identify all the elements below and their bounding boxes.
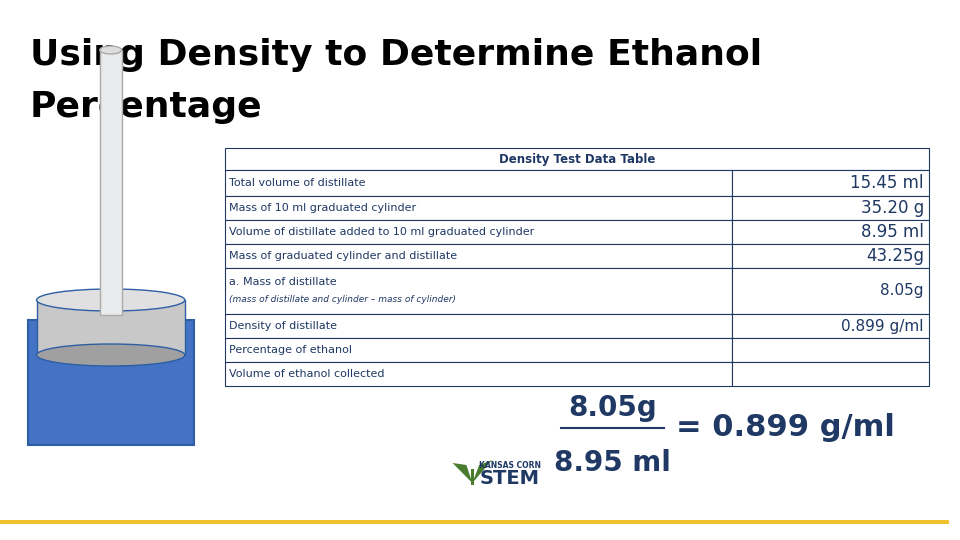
Bar <box>226 220 732 244</box>
Text: 15.45 ml: 15.45 ml <box>851 174 924 192</box>
Polygon shape <box>472 460 492 483</box>
Text: 8.05g: 8.05g <box>880 284 924 299</box>
Bar <box>226 268 732 314</box>
Text: (mass of distillate and cylinder – mass of cylinder): (mass of distillate and cylinder – mass … <box>229 295 456 304</box>
Bar <box>0 520 948 540</box>
Text: 8.05g: 8.05g <box>568 394 657 422</box>
Ellipse shape <box>36 344 184 366</box>
Text: Mass of graduated cylinder and distillate: Mass of graduated cylinder and distillat… <box>229 251 457 261</box>
Polygon shape <box>452 463 472 483</box>
Text: Percentage of ethanol: Percentage of ethanol <box>229 345 352 355</box>
Text: 0.899 g/ml: 0.899 g/ml <box>841 319 924 334</box>
Bar <box>732 338 929 362</box>
Ellipse shape <box>36 289 184 311</box>
Text: Using Density to Determine Ethanol: Using Density to Determine Ethanol <box>30 38 762 72</box>
Bar <box>226 338 732 362</box>
Bar <box>226 244 732 268</box>
Bar <box>471 469 474 485</box>
Ellipse shape <box>100 46 122 54</box>
Bar <box>732 196 929 220</box>
Bar <box>226 314 732 338</box>
Text: Total volume of distillate: Total volume of distillate <box>229 178 366 188</box>
Text: Mass of 10 ml graduated cylinder: Mass of 10 ml graduated cylinder <box>229 203 417 213</box>
Bar <box>226 196 732 220</box>
Text: STEM: STEM <box>479 469 540 489</box>
Bar <box>226 170 732 196</box>
Bar <box>226 362 732 386</box>
Text: 35.20 g: 35.20 g <box>861 199 924 217</box>
Text: a. Mass of distillate: a. Mass of distillate <box>229 277 337 287</box>
Text: Percentage: Percentage <box>30 90 262 124</box>
Bar <box>732 244 929 268</box>
FancyBboxPatch shape <box>36 300 184 355</box>
Text: Volume of distillate added to 10 ml graduated cylinder: Volume of distillate added to 10 ml grad… <box>229 227 535 237</box>
Text: Density of distillate: Density of distillate <box>229 321 337 331</box>
Text: Volume of ethanol collected: Volume of ethanol collected <box>229 369 385 379</box>
Text: KANSAS CORN: KANSAS CORN <box>479 461 541 469</box>
Bar <box>732 170 929 196</box>
Bar <box>732 268 929 314</box>
Bar <box>732 220 929 244</box>
Bar <box>0 524 948 540</box>
Bar <box>226 148 929 170</box>
Text: 43.25g: 43.25g <box>866 247 924 265</box>
Text: Density Test Data Table: Density Test Data Table <box>499 152 656 165</box>
Text: = 0.899 g/ml: = 0.899 g/ml <box>676 414 895 442</box>
FancyBboxPatch shape <box>28 320 194 445</box>
Bar <box>732 314 929 338</box>
Bar <box>100 50 122 315</box>
Bar <box>732 362 929 386</box>
Text: 8.95 ml: 8.95 ml <box>861 223 924 241</box>
Text: 8.95 ml: 8.95 ml <box>554 449 671 477</box>
